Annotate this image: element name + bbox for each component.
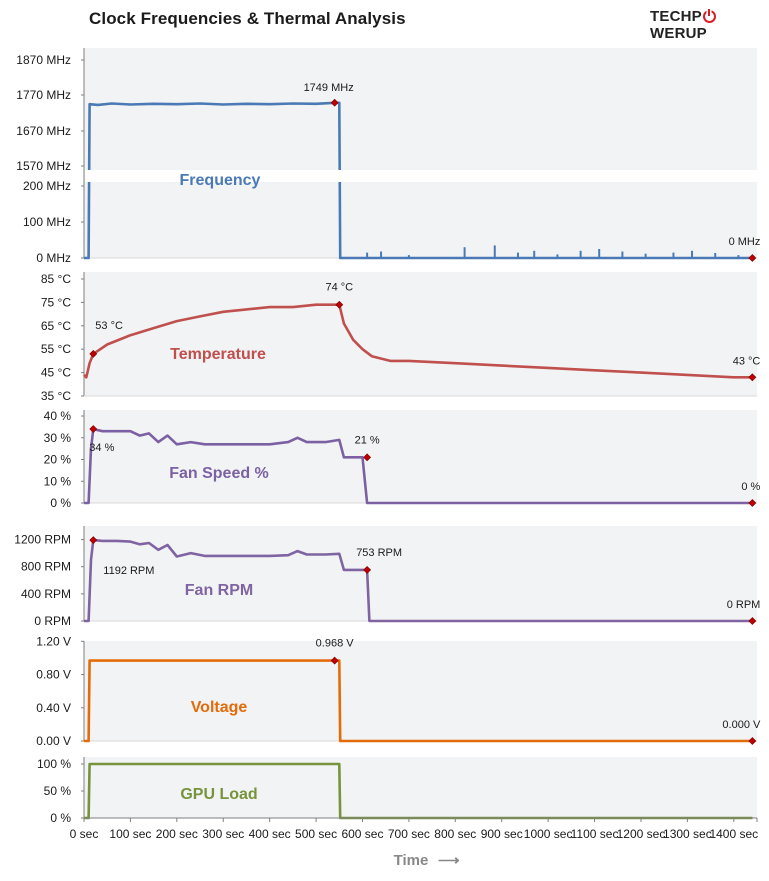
fan-speed-y-tick-label: 10 % (44, 474, 72, 488)
voltage-plot-bg (84, 641, 757, 741)
gpu-load-y-tick-label: 50 % (44, 784, 72, 798)
x-tick-label: 1100 sec (571, 827, 619, 841)
voltage-data-label: 0.968 V (316, 638, 355, 650)
voltage-data-marker (330, 656, 339, 665)
voltage-y-tick-label: 1.20 V (36, 634, 71, 648)
temperature-plot-bg (84, 272, 757, 396)
frequency-y-tick-label: 1670 MHz (16, 124, 71, 138)
voltage-series-line (84, 659, 753, 743)
x-tick-label: 100 sec (109, 827, 151, 841)
power-icon (702, 9, 716, 23)
fan-speed-panel-label: Fan Speed % (169, 465, 269, 482)
voltage-y-tick-label: 0.00 V (36, 734, 71, 748)
gpu-load-plot-bg (84, 757, 757, 818)
x-tick-label: 1300 sec (663, 827, 712, 841)
frequency-y-tick-label: 100 MHz (23, 215, 71, 229)
voltage-data-marker (748, 737, 757, 745)
fan-rpm-data-marker (748, 617, 757, 625)
temperature-data-label: 53 °C (95, 320, 123, 332)
temperature-y-tick-label: 45 °C (41, 366, 71, 380)
temperature-y-tick-label: 55 °C (41, 342, 71, 356)
voltage-data-label: 0.000 V (722, 719, 761, 731)
fan-rpm-data-marker (89, 536, 98, 545)
x-tick-label: 200 sec (156, 827, 198, 841)
voltage-y-tick-label: 0.40 V (36, 701, 71, 715)
temperature-y-tick-label: 35 °C (41, 389, 71, 403)
fan-speed-y-tick-label: 0 % (50, 496, 71, 510)
temperature-y-tick-label: 65 °C (41, 319, 71, 333)
temperature-panel-label: Temperature (170, 346, 266, 363)
x-axis-title: Time (394, 852, 429, 869)
fan-speed-plot-bg (84, 410, 757, 503)
logo-text-prefix: TECHP (650, 8, 702, 25)
frequency-y-tick-label: 1570 MHz (16, 159, 71, 173)
fan-speed-data-label: 0 % (741, 481, 760, 493)
x-tick-label: 1000 sec (524, 827, 573, 841)
voltage-y-tick-label: 0.80 V (36, 668, 71, 682)
frequency-y-tick-label: 1770 MHz (16, 88, 71, 102)
frequency-data-marker (330, 98, 339, 107)
chart-title: Clock Frequencies & Thermal Analysis (89, 9, 406, 28)
frequency-data-label: 1749 MHz (304, 82, 354, 94)
temperature-data-marker (335, 300, 344, 309)
gpu-load-y-tick-label: 100 % (37, 757, 71, 771)
fan-rpm-data-label: 753 RPM (356, 547, 402, 559)
fan-speed-data-label: 21 % (355, 434, 380, 446)
fan-rpm-y-tick-label: 400 RPM (21, 587, 71, 601)
fan-speed-data-label: 34 % (89, 442, 114, 454)
x-tick-label: 900 sec (481, 827, 523, 841)
fan-speed-y-tick-label: 40 % (44, 409, 72, 423)
frequency-data-marker (748, 254, 757, 262)
frequency-plot-bg (84, 48, 757, 258)
fan-speed-y-tick-label: 30 % (44, 431, 72, 445)
temperature-data-label: 43 °C (733, 355, 761, 367)
x-tick-label: 600 sec (341, 827, 383, 841)
fan-speed-y-tick-label: 20 % (44, 453, 72, 467)
fan-speed-data-marker (363, 453, 372, 462)
gpu-load-y-tick-label: 0 % (50, 811, 71, 825)
frequency-y-tick-label: 200 MHz (23, 179, 71, 193)
x-tick-label: 300 sec (202, 827, 244, 841)
fan-rpm-data-label: 1192 RPM (103, 565, 154, 577)
x-tick-label: 400 sec (249, 827, 291, 841)
techpowerup-logo: TECHPWERUP (650, 8, 769, 42)
fan-rpm-y-tick-label: 0 RPM (34, 614, 71, 628)
temperature-data-label: 74 °C (325, 282, 353, 294)
x-tick-label: 0 sec (70, 827, 99, 841)
x-tick-label: 1400 sec (709, 827, 758, 841)
fan-rpm-plot-bg (84, 526, 757, 621)
fan-rpm-y-tick-label: 1200 RPM (14, 533, 71, 547)
fan-rpm-series-line (84, 538, 753, 623)
fan-rpm-data-marker (363, 565, 372, 574)
x-tick-label: 800 sec (434, 827, 476, 841)
fan-speed-series-line (84, 427, 753, 505)
fan-rpm-data-label: 0 RPM (727, 599, 761, 611)
fan-rpm-y-tick-label: 800 RPM (21, 560, 71, 574)
x-axis-arrow-icon: ⟶ (438, 852, 460, 869)
x-tick-label: 1200 sec (617, 827, 666, 841)
frequency-axis-break (85, 170, 757, 182)
fan-rpm-panel-label: Fan RPM (185, 582, 253, 599)
frequency-data-label: 0 MHz (729, 236, 761, 248)
frequency-panel-label: Frequency (180, 172, 261, 189)
fan-speed-data-marker (89, 425, 98, 433)
logo-text-suffix: WERUP (650, 25, 707, 42)
frequency-y-tick-label: 1870 MHz (16, 53, 71, 67)
voltage-panel-label: Voltage (191, 699, 248, 716)
gpu-load-panel-label: GPU Load (180, 786, 257, 803)
temperature-y-tick-label: 75 °C (41, 295, 71, 309)
temperature-data-marker (748, 373, 757, 382)
temperature-data-marker (89, 349, 98, 358)
fan-speed-data-marker (748, 499, 757, 507)
frequency-y-tick-label: 0 MHz (36, 251, 71, 265)
x-tick-label: 500 sec (295, 827, 337, 841)
x-tick-label: 700 sec (388, 827, 430, 841)
temperature-y-tick-label: 85 °C (41, 272, 71, 286)
